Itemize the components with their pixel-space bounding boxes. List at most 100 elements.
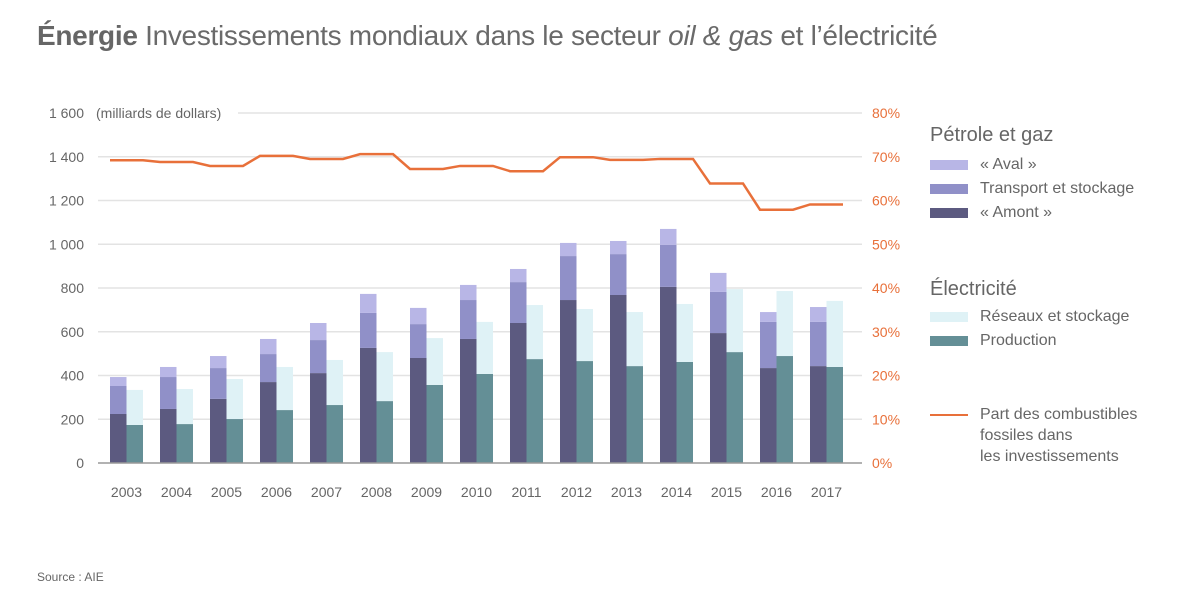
bar-amont-2011 <box>510 323 527 463</box>
bar-reseaux-2004 <box>176 389 193 425</box>
source-note: Source : AIE <box>37 570 104 584</box>
legend-label-production: Production <box>980 332 1057 349</box>
bar-amont-2010 <box>460 338 477 463</box>
bar-aval-2015 <box>710 272 727 292</box>
legend-item-reseaux: Réseaux et stockage <box>930 305 1129 329</box>
y2-tick-label: 30% <box>872 324 900 340</box>
bar-transport-2009 <box>410 324 427 358</box>
bar-production-2003 <box>126 424 143 463</box>
x-tick-label: 2007 <box>311 484 342 500</box>
bar-transport-2015 <box>710 291 727 334</box>
y2-tick-label: 50% <box>872 236 900 252</box>
bar-transport-2012 <box>560 256 577 301</box>
bar-aval-2011 <box>510 268 527 283</box>
bar-transport-2006 <box>260 354 277 383</box>
legend-line-label-1: Part des combustibles <box>980 406 1138 423</box>
bar-transport-2003 <box>110 386 127 414</box>
legend-label-amont: « Amont » <box>980 204 1053 221</box>
bar-aval-2007 <box>310 323 327 341</box>
bar-aval-2014 <box>660 228 677 245</box>
y-tick-label: 200 <box>61 411 85 427</box>
x-tick-label: 2003 <box>111 484 142 500</box>
bar-transport-2017 <box>810 321 827 367</box>
x-tick-label: 2004 <box>161 484 192 500</box>
bar-reseaux-2006 <box>276 366 293 411</box>
y-axis-left: 0 200 400 600 800 1 000 1 200 1 400 1 600 <box>49 105 84 471</box>
y-tick-label: 0 <box>76 455 84 471</box>
bar-amont-2014 <box>660 286 677 463</box>
bar-production-2009 <box>426 384 443 463</box>
bar-reseaux-2016 <box>776 291 793 357</box>
bar-transport-2013 <box>610 254 627 295</box>
bar-reseaux-2017 <box>826 300 843 367</box>
legend-line-label-2: fossiles dans <box>980 427 1073 444</box>
legend-heading-electricity: Électricité <box>930 278 1017 300</box>
bar-amont-2009 <box>410 358 427 463</box>
bar-amont-2013 <box>610 295 627 463</box>
legend-electricity: Électricité Réseaux et stockage Producti… <box>930 278 1129 353</box>
legend-item-amont: « Amont » <box>930 201 1134 225</box>
y2-tick-label: 0% <box>872 455 892 471</box>
bar-production-2017 <box>826 366 843 463</box>
legend-oil-gas: Pétrole et gaz « Aval » Transport et sto… <box>930 124 1134 225</box>
bar-aval-2012 <box>560 242 577 257</box>
y-axis-label: (milliards de dollars) <box>96 105 221 121</box>
legend-item-aval: « Aval » <box>930 153 1134 177</box>
legend-label-transport: Transport et stockage <box>980 180 1135 197</box>
bar-transport-2010 <box>460 300 477 339</box>
y2-tick-label: 60% <box>872 193 900 209</box>
x-tick-label: 2006 <box>261 484 292 500</box>
x-tick-label: 2010 <box>461 484 492 500</box>
bar-reseaux-2009 <box>426 338 443 385</box>
x-tick-label: 2016 <box>761 484 792 500</box>
bar-transport-2004 <box>160 377 177 409</box>
title-part1: Investissements mondiaux dans le secteur <box>137 20 669 51</box>
bar-production-2012 <box>576 361 593 463</box>
bar-aval-2008 <box>360 293 377 313</box>
y-tick-label: 1 000 <box>49 236 84 252</box>
bar-reseaux-2010 <box>476 321 493 374</box>
bar-reseaux-2003 <box>126 389 143 425</box>
legend-label-aval: « Aval » <box>980 156 1037 173</box>
x-tick-label: 2014 <box>661 484 692 500</box>
bar-reseaux-2008 <box>376 352 393 402</box>
x-tick-label: 2015 <box>711 484 742 500</box>
bar-production-2007 <box>326 405 343 463</box>
bar-aval-2003 <box>110 377 127 386</box>
bar-production-2008 <box>376 401 393 463</box>
y2-tick-label: 20% <box>872 368 900 384</box>
bar-transport-2011 <box>510 282 527 323</box>
legend-item-transport: Transport et stockage <box>930 177 1134 201</box>
bar-amont-2017 <box>810 366 827 463</box>
bar-amont-2012 <box>560 300 577 463</box>
bar-amont-2015 <box>710 333 727 463</box>
bar-aval-2013 <box>610 240 627 255</box>
legend-item-production: Production <box>930 329 1129 353</box>
bar-transport-2007 <box>310 340 327 374</box>
y-tick-label: 600 <box>61 324 85 340</box>
bar-transport-2016 <box>760 321 777 369</box>
bar-aval-2017 <box>810 307 827 322</box>
x-tick-label: 2017 <box>811 484 842 500</box>
bar-aval-2005 <box>210 356 227 369</box>
bar-aval-2006 <box>260 338 277 355</box>
title-part2: et l’électricité <box>772 20 938 51</box>
bar-reseaux-2005 <box>226 379 243 420</box>
y-tick-label: 800 <box>61 280 85 296</box>
bar-reseaux-2013 <box>626 312 643 367</box>
bar-amont-2007 <box>310 373 327 463</box>
bar-amont-2004 <box>160 408 177 463</box>
legend-swatch-reseaux <box>930 312 968 322</box>
bar-reseaux-2012 <box>576 309 593 362</box>
bar-production-2015 <box>726 352 743 463</box>
chart-title: Énergie Investissements mondiaux dans le… <box>37 20 938 52</box>
x-axis: 2003 2004 2005 2006 2007 2008 2009 2010 2011 2012… <box>111 484 842 500</box>
legend-label-reseaux: Réseaux et stockage <box>980 308 1130 325</box>
x-tick-label: 2008 <box>361 484 392 500</box>
bar-amont-2008 <box>360 347 377 463</box>
x-tick-label: 2013 <box>611 484 642 500</box>
bar-amont-2003 <box>110 414 127 463</box>
bar-reseaux-2011 <box>526 305 543 360</box>
y2-tick-label: 40% <box>872 280 900 296</box>
